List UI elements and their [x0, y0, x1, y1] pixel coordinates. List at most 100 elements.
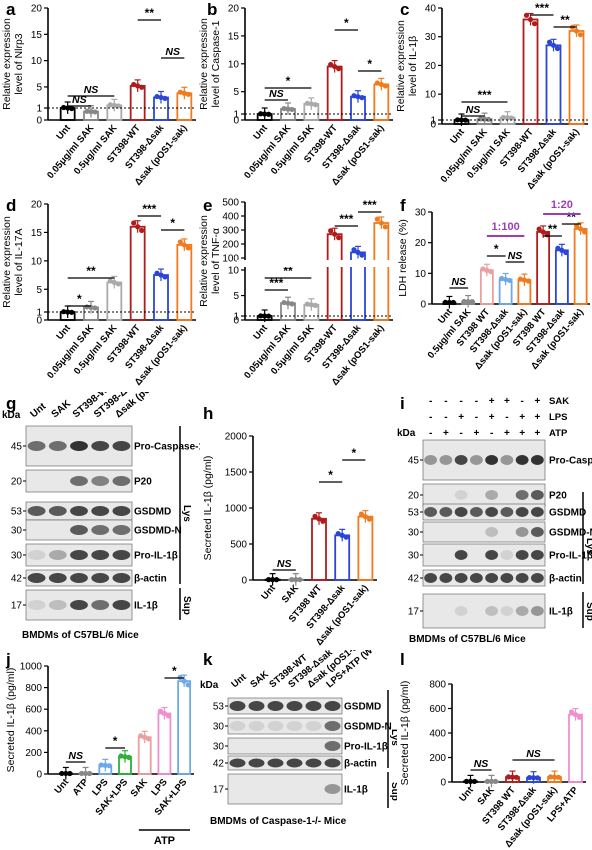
blot-band [454, 507, 468, 517]
kda-label: kDa [397, 428, 416, 439]
y-tick-label: 200 [222, 240, 239, 251]
data-point [304, 301, 310, 307]
significance-label: *** [339, 212, 353, 226]
significance-label: NS [72, 94, 87, 106]
data-point [513, 774, 520, 780]
significance-label: NS [466, 104, 481, 116]
y-tick-label: 0 [440, 778, 446, 789]
y-tick-label: 15 [31, 30, 43, 41]
treatment-cell: + [504, 396, 510, 407]
data-point [165, 713, 172, 719]
blot-band [454, 606, 468, 616]
treatment-label: LPS [549, 412, 567, 423]
y-tick-label: 5 [233, 291, 239, 302]
lane-label: SAK [248, 669, 271, 690]
y-tick-label: 1 [233, 312, 239, 323]
blot-strip [227, 773, 343, 805]
data-point [86, 770, 93, 777]
blot-band [70, 573, 88, 583]
data-point [266, 111, 272, 117]
data-point [517, 276, 523, 282]
y-axis-label: Secreted IL-1β (pg/ml) [202, 456, 214, 561]
y-tick-label: 0 [233, 316, 239, 327]
blot-band [515, 507, 529, 517]
blot-band [248, 721, 265, 731]
treatment-cell: - [490, 428, 493, 439]
mw-marker: 53 [213, 702, 225, 713]
treatment-cell: + [534, 428, 540, 439]
blot-band [112, 600, 131, 610]
data-point [335, 530, 341, 537]
blot-band [500, 455, 514, 465]
significance-label: ** [86, 264, 96, 278]
bar [357, 515, 374, 581]
data-point [351, 93, 357, 99]
band-label: GSDMD [344, 702, 381, 713]
blot-band [469, 573, 483, 583]
significance-label: * [328, 468, 333, 482]
blot-band [324, 701, 341, 711]
data-point [382, 83, 388, 89]
treatment-cell: - [429, 412, 432, 423]
y-tick-label: 10 [415, 269, 427, 280]
blot-band [530, 527, 544, 537]
y-tick-label: 20 [415, 238, 427, 249]
lane-label: Unt [28, 401, 48, 421]
blot-band [70, 600, 88, 610]
data-point [98, 762, 104, 768]
data-point [508, 115, 515, 121]
treatment-label: ATP [549, 428, 568, 439]
y-tick-label: 0 [241, 576, 247, 587]
data-point [450, 299, 456, 306]
data-point [131, 81, 137, 88]
significance-label: *** [269, 276, 283, 290]
lys-label: Lys [584, 538, 592, 555]
y-tick-label: 500 [230, 540, 247, 551]
blot-band [70, 441, 88, 451]
sup-label: Sup [389, 782, 397, 801]
significance-label: * [286, 74, 291, 88]
y-tick-label: 0 [36, 116, 42, 127]
y-tick-label: 30 [415, 208, 427, 219]
panel-letter-a: a [6, 0, 16, 19]
significance-label: * [367, 57, 372, 71]
treatment-cell: + [458, 412, 464, 423]
lys-label: Lys [181, 505, 192, 522]
blot-band [439, 507, 453, 517]
data-point [106, 763, 112, 769]
blot-band [286, 721, 303, 731]
y-axis-label: level of IL-17A [13, 228, 25, 295]
band-label: Pro-Caspase-1 [134, 442, 200, 453]
blot-band [485, 507, 499, 517]
blot-band [530, 490, 544, 500]
y-tick-label: 100 [222, 254, 239, 265]
blot-band [27, 550, 46, 560]
y-tick-label: 0 [420, 300, 426, 311]
band-label: GSDMD [134, 507, 171, 518]
treatment-cell: - [475, 396, 478, 407]
band-label: Pro-IL-1β [549, 551, 592, 562]
data-point [500, 114, 507, 121]
data-point [359, 252, 365, 258]
data-point [118, 753, 124, 759]
chart-c: 01 10 20 30 40 Relative expression level of IL… [395, 1, 588, 192]
band-label: β-actin [344, 759, 377, 770]
panel-letter-e: e [203, 196, 213, 215]
data-point [312, 302, 318, 308]
data-point [154, 270, 160, 276]
significance-label: *** [477, 88, 491, 102]
y-tick-label: 400 [429, 729, 446, 740]
mw-marker: 42 [213, 759, 225, 770]
blot-band [112, 476, 131, 486]
band-label: P20 [134, 477, 152, 488]
bar [177, 680, 192, 775]
y-tick-label: 0 [36, 770, 42, 781]
panel-letter-f: f [400, 196, 406, 215]
treatment-cell: + [519, 428, 525, 439]
band-label: Pro-IL-1β [344, 742, 388, 753]
treatment-cell: + [489, 396, 495, 407]
data-point [139, 227, 145, 234]
